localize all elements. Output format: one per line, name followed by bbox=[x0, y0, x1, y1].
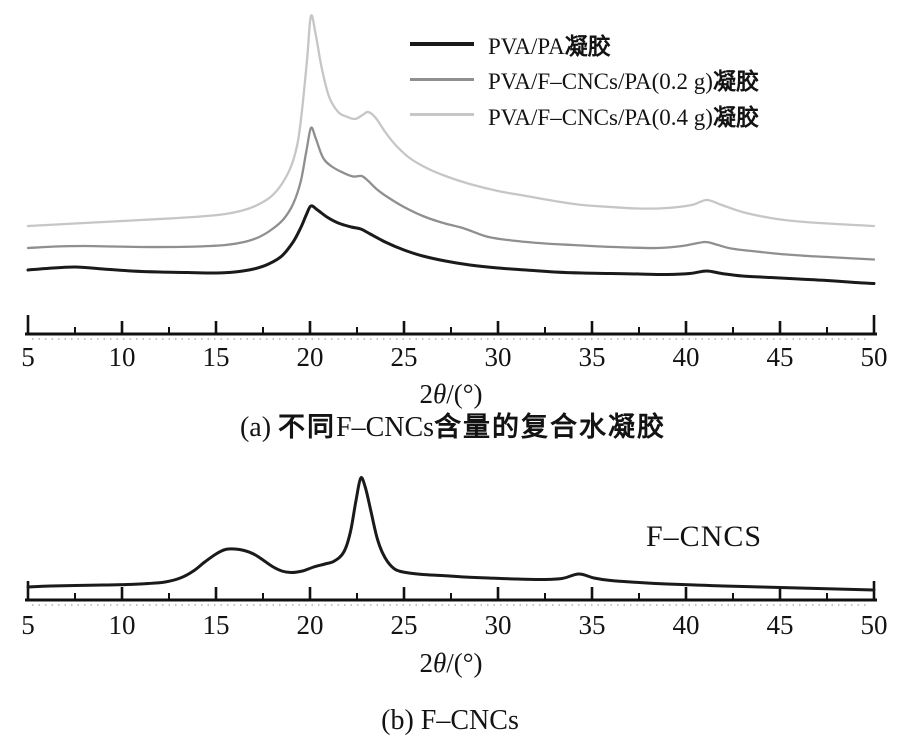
tick-label-a-45: 45 bbox=[766, 342, 794, 372]
curve-a-2 bbox=[26, 14, 876, 228]
tick-label-a-40: 40 bbox=[672, 342, 700, 372]
legend-item-pva-pa: PVA/PA凝胶 bbox=[410, 26, 759, 62]
curve-a-1 bbox=[26, 126, 876, 261]
tick-label-a-50: 50 bbox=[860, 342, 888, 372]
legend: PVA/PA凝胶 PVA/F–CNCs/PA(0.2 g)凝胶 PVA/F–CN… bbox=[410, 26, 759, 133]
curve-a-0 bbox=[26, 204, 876, 285]
tick-label-b-15: 15 bbox=[202, 610, 230, 640]
legend-label: PVA/F–CNCs/PA(0.4 g)凝胶 bbox=[488, 104, 759, 130]
tick-label-a-25: 25 bbox=[390, 342, 418, 372]
tick-label-b-45: 45 bbox=[766, 610, 794, 640]
tick-label-b-5: 5 bbox=[21, 610, 35, 640]
tick-label-b-10: 10 bbox=[108, 610, 136, 640]
tick-label-a-15: 15 bbox=[202, 342, 230, 372]
caption-panel-b: (b) F–CNCs bbox=[381, 705, 519, 736]
tick-label-b-25: 25 bbox=[390, 610, 418, 640]
legend-line-gray-icon bbox=[410, 77, 474, 81]
xaxis-label-a: 2θ/(°) bbox=[419, 379, 483, 409]
tick-label-a-30: 30 bbox=[484, 342, 512, 372]
curve-b-0 bbox=[26, 476, 876, 592]
tick-label-a-35: 35 bbox=[578, 342, 606, 372]
tick-label-a-10: 10 bbox=[108, 342, 136, 372]
legend-line-black-icon bbox=[410, 41, 474, 46]
legend-label: PVA/F–CNCs/PA(0.2 g)凝胶 bbox=[488, 69, 759, 95]
tick-label-a-20: 20 bbox=[296, 342, 324, 372]
legend-item-fcncs-04: PVA/F–CNCs/PA(0.4 g)凝胶 bbox=[410, 97, 759, 133]
legend-line-lightgray-icon bbox=[410, 113, 474, 117]
tick-label-b-20: 20 bbox=[296, 610, 324, 640]
tick-label-a-5: 5 bbox=[21, 342, 35, 372]
caption-panel-a: (a) 不同F–CNCs含量的复合水凝胶 bbox=[239, 412, 667, 443]
legend-label: PVA/PA凝胶 bbox=[488, 33, 611, 59]
tick-label-b-35: 35 bbox=[578, 610, 606, 640]
annotation-f-cncs: F–CNCS bbox=[646, 520, 763, 553]
tick-label-b-40: 40 bbox=[672, 610, 700, 640]
xaxis-label-b: 2θ/(°) bbox=[419, 648, 483, 678]
tick-label-b-30: 30 bbox=[484, 610, 512, 640]
tick-label-b-50: 50 bbox=[860, 610, 888, 640]
legend-item-fcncs-02: PVA/F–CNCs/PA(0.2 g)凝胶 bbox=[410, 62, 759, 98]
